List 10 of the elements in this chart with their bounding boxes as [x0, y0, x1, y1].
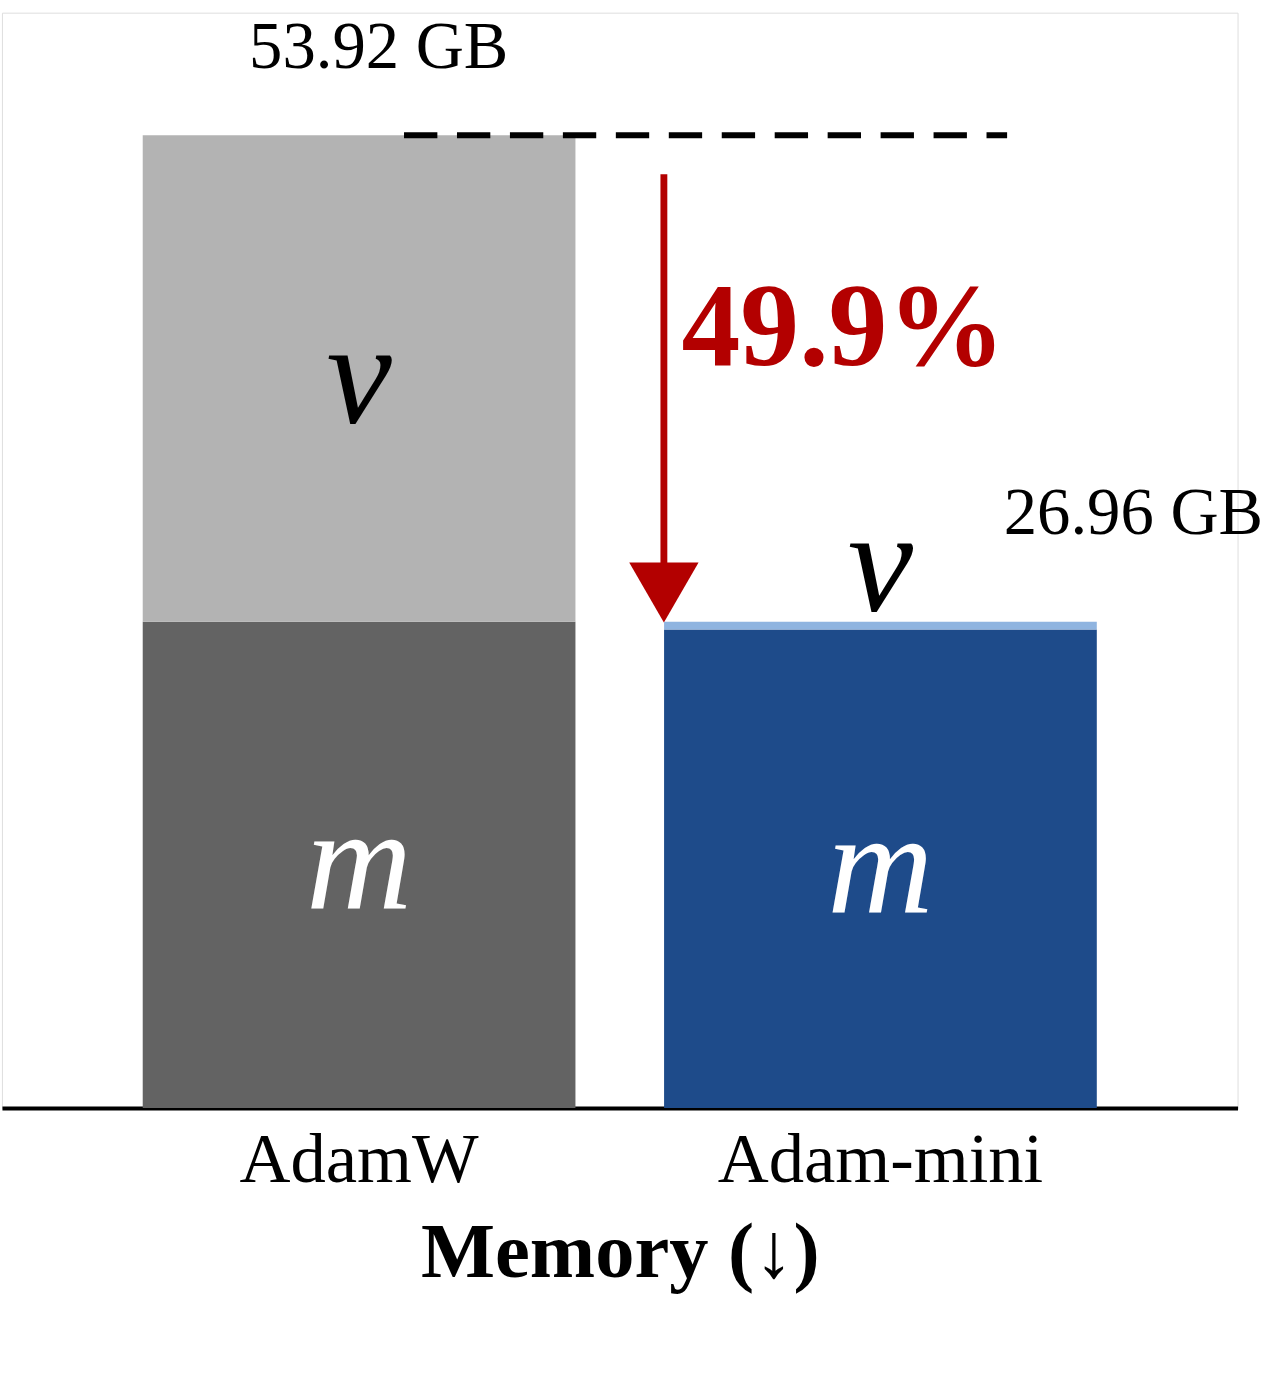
x-axis-title: Memory (↓) — [420, 1207, 820, 1295]
text: m — [305, 777, 413, 941]
text: v — [326, 291, 392, 455]
text: 53.92 GB — [249, 8, 509, 82]
series-label: v — [847, 479, 914, 643]
series-label: m — [827, 781, 934, 945]
annotation: 26.96 GB — [1003, 475, 1264, 549]
annotation: 49.9% — [681, 260, 1006, 391]
x-tick-label: AdamW — [239, 1119, 480, 1198]
x-tick-label: Adam-mini — [717, 1119, 1044, 1198]
